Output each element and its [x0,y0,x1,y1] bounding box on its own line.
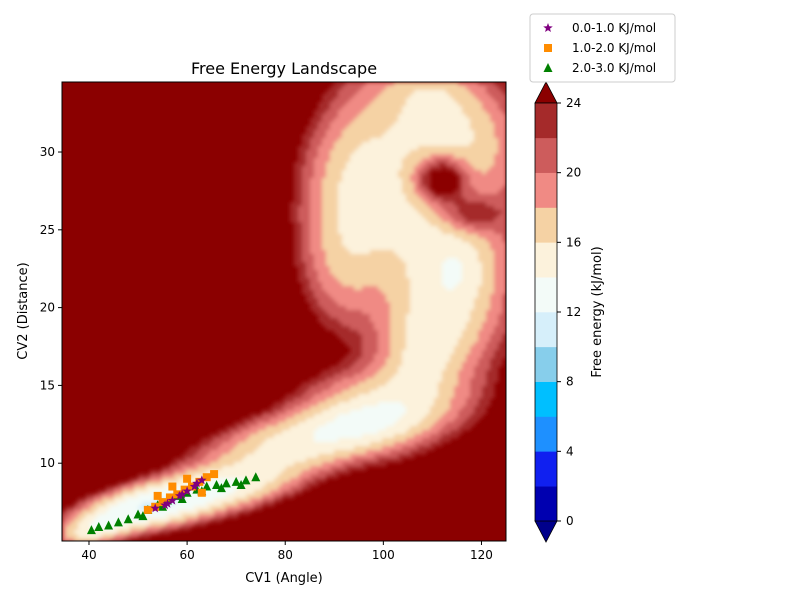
data-point-square [210,470,219,479]
data-point-square [168,482,177,491]
chart-title: Free Energy Landscape [191,59,377,78]
data-point-triangle [158,501,168,511]
y-axis-label: CV2 (Distance) [16,262,31,359]
data-point-star [174,490,185,500]
y-tick-label: 25 [40,223,55,237]
legend-marker-star [543,23,553,33]
legend-label: 0.0-1.0 KJ/mol [572,21,656,35]
colorbar-tick-label: 16 [566,235,581,249]
data-point-triangle [216,483,226,493]
data-point-triangle [251,472,261,482]
colorbar-segment [535,312,557,348]
legend-marker-triangle [543,63,553,72]
data-point-triangle [231,476,241,486]
data-point-triangle [86,525,96,535]
data-point-star [150,503,160,513]
data-point-triangle [104,520,114,530]
colorbar-segment [535,137,557,173]
data-point-star [167,495,178,505]
data-point-triangle [236,479,246,489]
colorbar-segment [535,242,557,278]
data-point-square [143,505,152,514]
marker-layer [86,470,261,535]
legend: 0.0-1.0 KJ/mol 1.0-2.0 KJ/mol 2.0-3.0 KJ/m… [529,13,676,83]
colorbar-tick-label: 20 [566,166,581,180]
colorbar-segment [535,207,557,243]
colorbar-tick-label: 0 [566,514,574,528]
data-point-triangle [202,481,212,491]
colorbar-segment [535,172,557,208]
data-point-triangle [241,475,251,485]
y-tick-label: 20 [40,301,55,315]
y-axis-ticks: 10 15 20 25 30 [40,145,62,470]
x-tick-label: 40 [81,548,96,562]
colorbar-segment [535,277,557,313]
plot-frame [61,81,507,542]
x-tick-label: 60 [179,548,194,562]
y-tick-label: 15 [40,378,55,392]
data-point-square [197,488,206,497]
data-point-triangle [221,478,231,488]
data-point-square [202,473,211,482]
colorbar-segment [535,486,557,522]
colorbar-segment [535,381,557,417]
data-point-square [183,474,192,483]
legend-marker-square [544,44,552,52]
colorbar-tick-label: 12 [566,305,581,319]
colorbar-segment [535,346,557,382]
contour-layer [62,82,506,541]
x-axis-ticks: 40 60 80 100 120 [81,541,493,562]
data-point-star [192,478,202,488]
data-point-triangle [138,511,148,521]
colorbar-label: Free energy (kJ/mol) [590,246,605,377]
legend-label: 1.0-2.0 KJ/mol [572,41,656,55]
legend-box [529,13,676,83]
data-point-triangle [113,517,123,527]
x-tick-label: 120 [470,548,493,562]
x-tick-label: 80 [278,548,293,562]
data-point-square [158,498,167,507]
x-tick-label: 100 [372,548,395,562]
colorbar-extend-max [534,81,558,104]
data-point-square [153,491,162,500]
data-point-triangle [133,509,143,519]
data-point-square [165,493,174,502]
data-point-triangle [123,514,133,524]
y-tick-label: 10 [40,456,55,470]
colorbar-tick-label: 4 [566,444,574,458]
data-point-star [160,500,170,510]
colorbar: 0 4 8 12 16 20 24 [534,81,581,543]
colorbar-segment [535,416,557,452]
data-point-star [177,489,187,499]
x-axis-label: CV1 (Angle) [245,571,323,586]
colorbar-tick-label: 24 [566,96,581,110]
data-point-star [182,486,192,496]
colorbar-segment [535,451,557,487]
data-point-star [197,475,207,485]
colorbar-segment [535,103,557,139]
legend-label: 2.0-3.0 KJ/mol [572,61,656,75]
colorbar-extend-min [534,520,558,543]
data-point-triangle [94,521,104,531]
colorbar-tick-label: 8 [566,375,574,389]
data-point-triangle [212,479,222,489]
y-tick-label: 30 [40,145,55,159]
data-point-star [162,498,173,508]
